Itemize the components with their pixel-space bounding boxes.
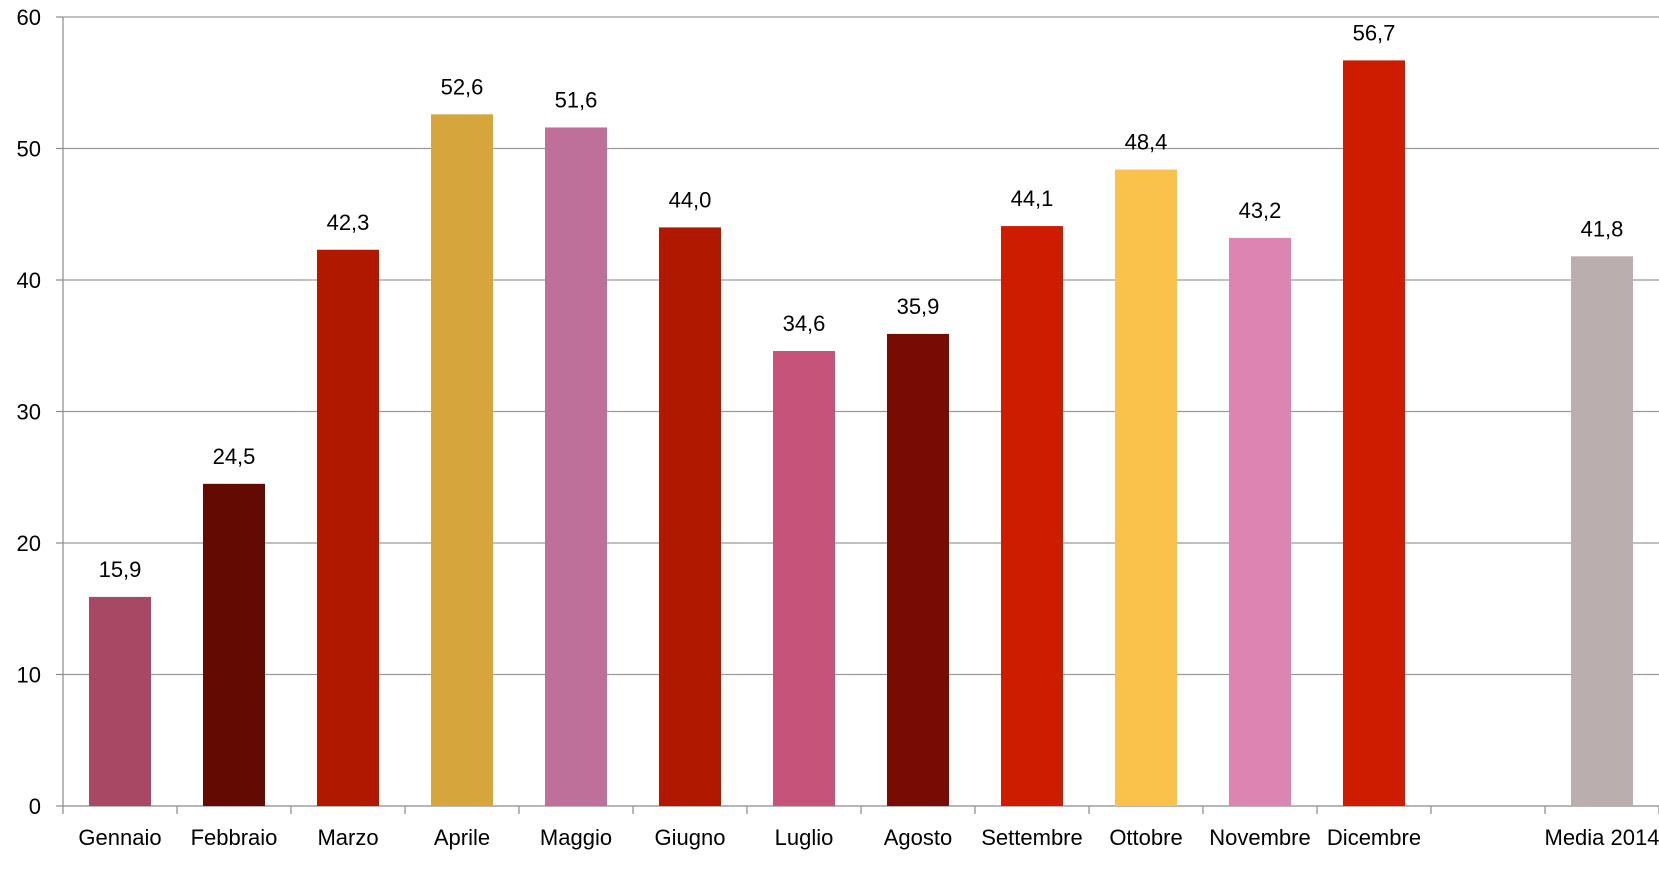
bars	[89, 60, 1633, 807]
data-label: 51,6	[555, 87, 598, 112]
bar	[317, 249, 379, 806]
bar	[887, 333, 949, 806]
x-tick-label: Febbraio	[191, 825, 278, 850]
y-tick-label: 50	[17, 137, 41, 162]
data-label: 15,9	[99, 557, 142, 582]
bar	[203, 483, 265, 806]
y-tick-label: 60	[17, 5, 41, 30]
bar	[1001, 226, 1063, 806]
y-tick-label: 30	[17, 400, 41, 425]
value-labels: 15,9 24,5 42,3 52,6 51,6 44,0 34,6 35,9 44,1 48,4…	[99, 20, 1624, 582]
data-label: 52,6	[441, 74, 484, 99]
x-tick-label: Marzo	[317, 825, 378, 850]
bar	[545, 127, 607, 806]
data-label: 34,6	[783, 311, 826, 336]
gridlines	[63, 16, 1659, 676]
x-tick-label: Giugno	[655, 825, 726, 850]
x-tick-label: Dicembre	[1327, 825, 1421, 850]
y-tick-labels: 0 10 20 30 40 50 60	[17, 5, 41, 819]
x-tick-label: Ottobre	[1109, 825, 1182, 850]
bar	[773, 351, 835, 806]
data-label: 48,4	[1125, 130, 1168, 155]
data-label: 44,0	[669, 187, 712, 212]
x-tick-label: Agosto	[884, 825, 953, 850]
x-tick-label: Maggio	[540, 825, 612, 850]
y-tick-label: 10	[17, 663, 41, 688]
x-tick-labels: Gennaio Febbraio Marzo Aprile Maggio Giugno Lu…	[78, 825, 1659, 850]
bar	[1115, 169, 1177, 807]
axes	[56, 16, 1659, 814]
x-tick-label: Aprile	[434, 825, 490, 850]
bar	[659, 227, 721, 806]
data-label: 44,1	[1011, 186, 1054, 211]
x-tick-label: Settembre	[981, 825, 1083, 850]
data-label: 56,7	[1353, 20, 1396, 45]
x-tick-label: Luglio	[775, 825, 834, 850]
data-label: 43,2	[1239, 198, 1282, 223]
bar	[1229, 237, 1291, 807]
x-tick-label: Media 2014	[1545, 825, 1659, 850]
data-label: 41,8	[1581, 216, 1624, 241]
data-label: 42,3	[327, 210, 370, 235]
data-label: 35,9	[897, 294, 940, 319]
y-tick-label: 40	[17, 268, 41, 293]
x-tick-label: Novembre	[1209, 825, 1310, 850]
y-tick-label: 20	[17, 531, 41, 556]
bar	[431, 114, 493, 806]
data-label: 24,5	[213, 444, 256, 469]
bar	[1343, 60, 1405, 806]
y-tick-label: 0	[29, 794, 41, 819]
bar	[1571, 256, 1633, 807]
x-tick-label: Gennaio	[78, 825, 161, 850]
bar	[89, 596, 151, 806]
